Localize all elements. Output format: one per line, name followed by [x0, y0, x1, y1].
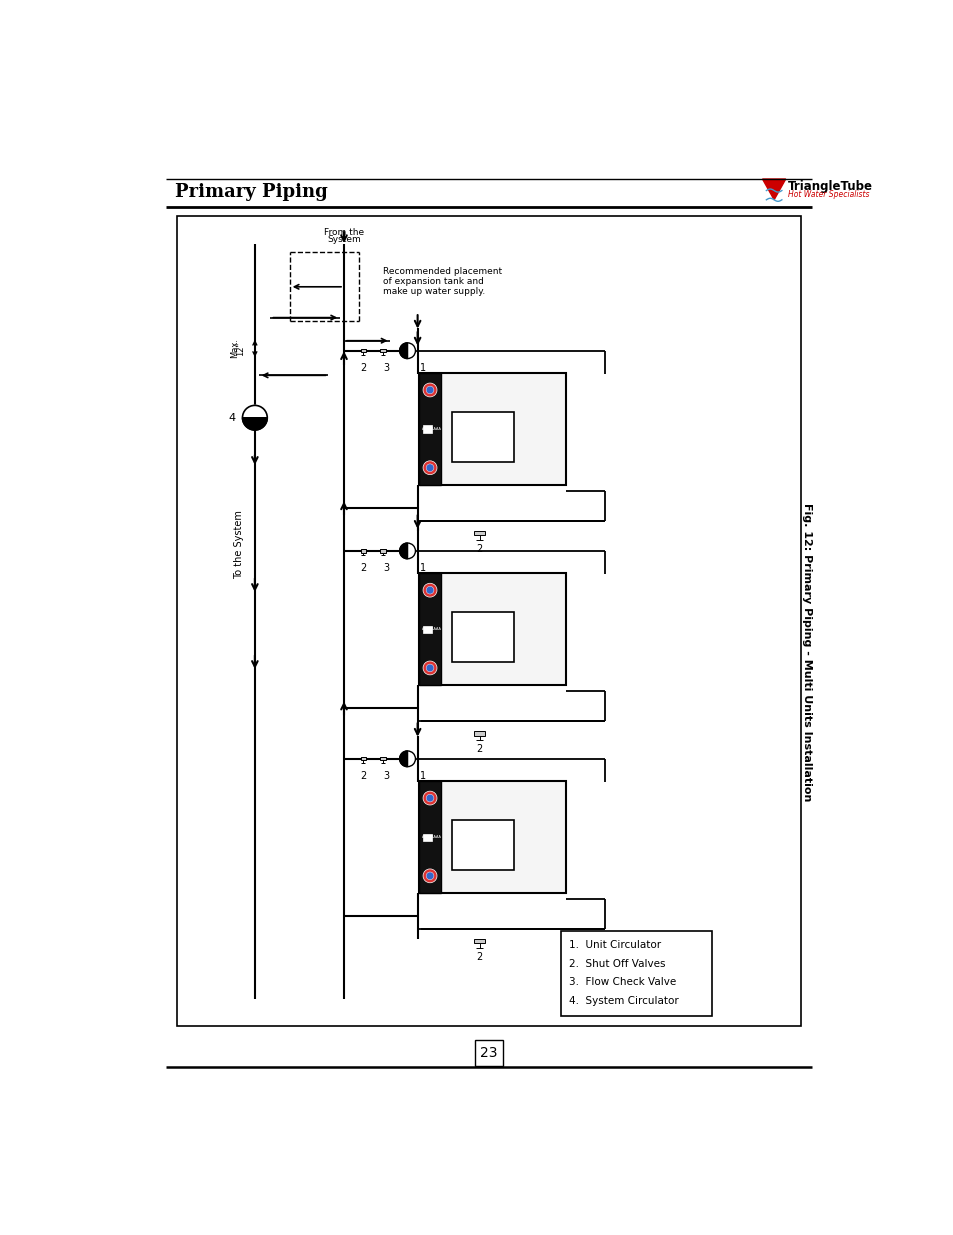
- Polygon shape: [407, 343, 415, 358]
- Circle shape: [422, 383, 436, 396]
- Text: 2: 2: [360, 563, 366, 573]
- Circle shape: [426, 872, 434, 879]
- Bar: [474, 939, 484, 944]
- Circle shape: [422, 869, 436, 883]
- Circle shape: [426, 387, 434, 394]
- Bar: [418, 373, 440, 484]
- Text: 2: 2: [360, 363, 366, 373]
- Text: AAAAAAAA: AAAAAAAA: [422, 627, 442, 631]
- Text: make up water supply.: make up water supply.: [382, 287, 484, 296]
- Text: of expansion tank and: of expansion tank and: [382, 277, 483, 287]
- Bar: [379, 757, 385, 761]
- Text: 12": 12": [236, 341, 245, 356]
- Text: Recommended placement: Recommended placement: [382, 267, 501, 275]
- Bar: [360, 550, 366, 552]
- Text: 2: 2: [476, 543, 482, 553]
- Text: 1: 1: [419, 363, 426, 373]
- Circle shape: [426, 664, 434, 672]
- Text: 2: 2: [476, 952, 482, 962]
- Bar: [418, 782, 440, 893]
- Circle shape: [422, 583, 436, 597]
- Text: Primary Piping: Primary Piping: [174, 183, 328, 201]
- Circle shape: [422, 661, 436, 674]
- Bar: [452, 411, 514, 462]
- Polygon shape: [399, 343, 407, 358]
- Text: From the: From the: [324, 228, 364, 237]
- Text: 3: 3: [383, 363, 389, 373]
- Bar: [560, 931, 711, 1016]
- Circle shape: [422, 461, 436, 474]
- Bar: [418, 573, 566, 685]
- Text: 23: 23: [479, 1046, 497, 1060]
- Bar: [379, 550, 385, 552]
- Text: Fig. 12: Primary Piping - Multi Units Installation: Fig. 12: Primary Piping - Multi Units In…: [801, 504, 812, 802]
- Text: AAAAAAAA: AAAAAAAA: [422, 835, 442, 840]
- Text: 2.  Shut Off Valves: 2. Shut Off Valves: [568, 958, 664, 968]
- Text: Max.: Max.: [230, 338, 239, 358]
- Text: AAAAAAAA: AAAAAAAA: [422, 427, 442, 431]
- Polygon shape: [407, 751, 415, 767]
- Bar: [418, 573, 440, 685]
- Bar: [452, 611, 514, 662]
- Polygon shape: [399, 751, 407, 767]
- Circle shape: [422, 792, 436, 805]
- Bar: [379, 350, 385, 352]
- Bar: [422, 626, 432, 634]
- Text: 3: 3: [383, 563, 389, 573]
- Text: TriangleTube: TriangleTube: [787, 180, 872, 193]
- Bar: [360, 757, 366, 761]
- Circle shape: [426, 587, 434, 594]
- Text: System: System: [327, 236, 360, 245]
- Text: 1.  Unit Circulator: 1. Unit Circulator: [568, 940, 660, 950]
- Bar: [422, 834, 432, 841]
- Polygon shape: [761, 179, 785, 200]
- Bar: [474, 731, 484, 736]
- Bar: [418, 373, 566, 484]
- Text: 2: 2: [360, 771, 366, 781]
- Bar: [177, 216, 801, 1026]
- Bar: [360, 350, 366, 352]
- Polygon shape: [242, 417, 267, 430]
- Polygon shape: [407, 543, 415, 558]
- Text: 3.  Flow Check Valve: 3. Flow Check Valve: [568, 977, 676, 987]
- Text: 4: 4: [228, 412, 235, 422]
- Text: 2: 2: [476, 743, 482, 753]
- Circle shape: [426, 464, 434, 472]
- Text: Hot Water Specialists: Hot Water Specialists: [787, 190, 869, 199]
- Bar: [452, 820, 514, 869]
- Text: 3: 3: [383, 771, 389, 781]
- Text: 1: 1: [419, 771, 426, 781]
- Bar: [418, 782, 566, 893]
- Text: To the System: To the System: [234, 510, 244, 579]
- Text: 1: 1: [419, 563, 426, 573]
- Bar: [422, 425, 432, 433]
- Circle shape: [426, 794, 434, 802]
- Text: 4.  System Circulator: 4. System Circulator: [568, 995, 678, 1005]
- Polygon shape: [399, 543, 407, 558]
- Polygon shape: [242, 405, 267, 417]
- Bar: [474, 531, 484, 535]
